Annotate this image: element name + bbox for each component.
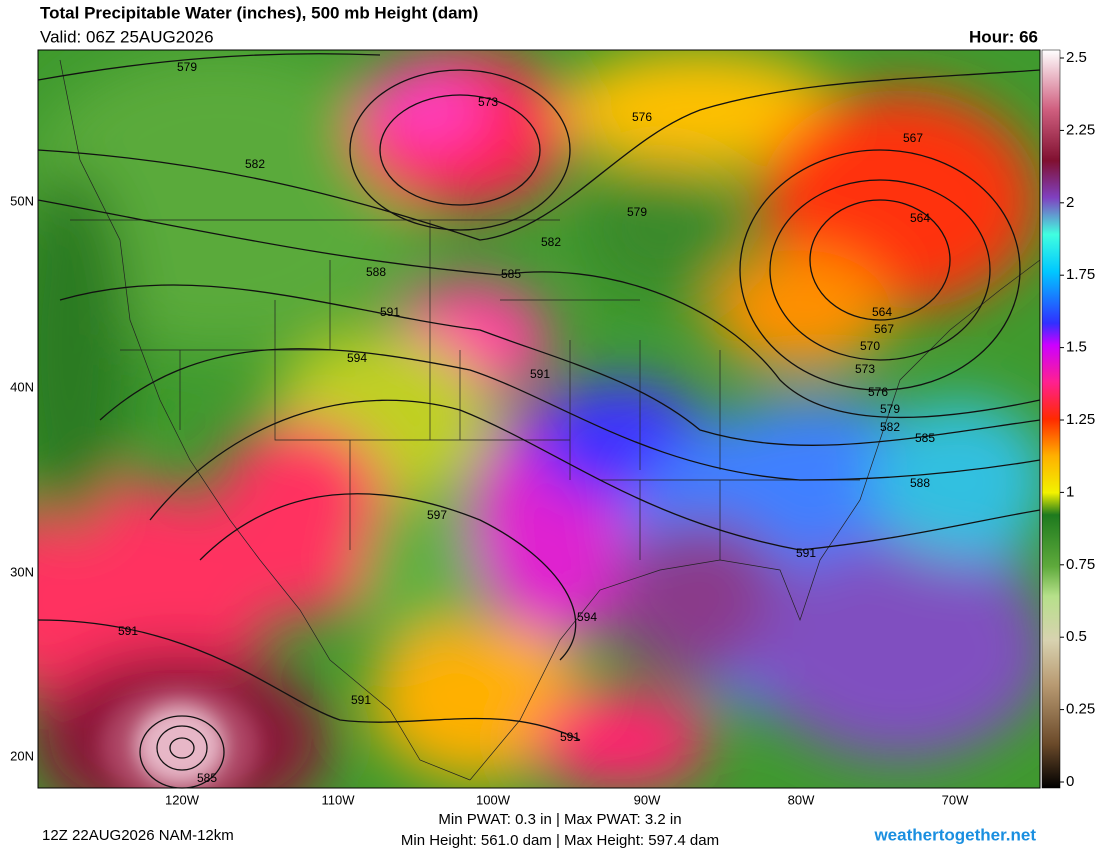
contour-label: 579 (627, 205, 647, 219)
colorbar-tick-label: 0.75 (1066, 556, 1095, 573)
contour-label: 591 (118, 624, 138, 638)
latitude-labels: 50N 40N 30N 20N (10, 193, 34, 763)
contour-label: 597 (427, 508, 447, 522)
run-info: 12Z 22AUG2026 NAM-12km (42, 827, 234, 844)
forecast-hour: Hour: 66 (969, 27, 1038, 46)
contour-label: 582 (541, 235, 561, 249)
contour-label: 585 (197, 771, 217, 785)
contour-label: 594 (347, 351, 367, 365)
colorbar-tick-label: 2.5 (1066, 49, 1087, 66)
longitude-label: 120W (165, 792, 200, 807)
contour-label: 567 (874, 322, 894, 336)
contour-labels: 579 573 576 567 582 579 564 582 585 588 … (118, 60, 935, 785)
colorbar-tick-label: 1.25 (1066, 411, 1095, 428)
contour-label: 564 (910, 211, 930, 225)
longitude-label: 80W (788, 792, 815, 807)
contour-label: 564 (872, 305, 892, 319)
contour-label: 588 (910, 476, 930, 490)
contour-label: 570 (860, 339, 880, 353)
pwat-range: Min PWAT: 0.3 in | Max PWAT: 3.2 in (438, 811, 681, 828)
longitude-label: 90W (634, 792, 661, 807)
longitude-label: 70W (942, 792, 969, 807)
contour-label: 576 (632, 110, 652, 124)
colorbar-tick-label: 1.75 (1066, 266, 1095, 283)
contour-label: 573 (478, 95, 498, 109)
contour-label: 576 (868, 385, 888, 399)
contour-label: 591 (351, 693, 371, 707)
latitude-label: 30N (10, 564, 34, 579)
map-field (38, 50, 1040, 788)
contour-label: 573 (855, 362, 875, 376)
contour-label: 594 (577, 610, 597, 624)
contour-label: 579 (177, 60, 197, 74)
contour-label: 591 (380, 305, 400, 319)
colorbar-tick-label: 0.25 (1066, 701, 1095, 718)
contour-label: 579 (880, 402, 900, 416)
colorbar-tick-label: 2.25 (1066, 121, 1095, 138)
colorbar-ticks: 2.5 2.25 2 1.75 1.5 1.25 1 0.75 0.5 0.25 0 (1060, 49, 1095, 790)
contour-label: 567 (903, 131, 923, 145)
contour-label: 591 (560, 730, 580, 744)
contour-label: 588 (366, 265, 386, 279)
colorbar (1041, 49, 1061, 789)
contour-label: 585 (915, 431, 935, 445)
contour-label: 582 (880, 420, 900, 434)
colorbar-tick-label: 1.5 (1066, 339, 1087, 356)
height-contours (37, 53, 1041, 789)
longitude-labels: 120W 110W 100W 90W 80W 70W (165, 792, 969, 807)
latitude-label: 50N (10, 193, 34, 208)
contour-label: 585 (501, 267, 521, 281)
contour-label: 591 (796, 546, 816, 560)
colorbar-tick-label: 0 (1066, 773, 1074, 790)
colorbar-tick-label: 1 (1066, 483, 1074, 500)
map-title: Total Precipitable Water (inches), 500 m… (40, 3, 478, 22)
longitude-label: 100W (476, 792, 511, 807)
contour-label: 582 (245, 157, 265, 171)
latitude-label: 20N (10, 748, 34, 763)
latitude-label: 40N (10, 379, 34, 394)
longitude-label: 110W (322, 792, 356, 807)
valid-time: Valid: 06Z 25AUG2026 (40, 27, 214, 46)
map-frame (37, 49, 1041, 789)
height-range: Min Height: 561.0 dam | Max Height: 597.… (401, 832, 719, 849)
colorbar-tick-label: 2 (1066, 194, 1074, 211)
contour-label: 591 (530, 367, 550, 381)
site-credit: weathertogether.net (873, 825, 1036, 844)
colorbar-tick-label: 0.5 (1066, 628, 1087, 645)
